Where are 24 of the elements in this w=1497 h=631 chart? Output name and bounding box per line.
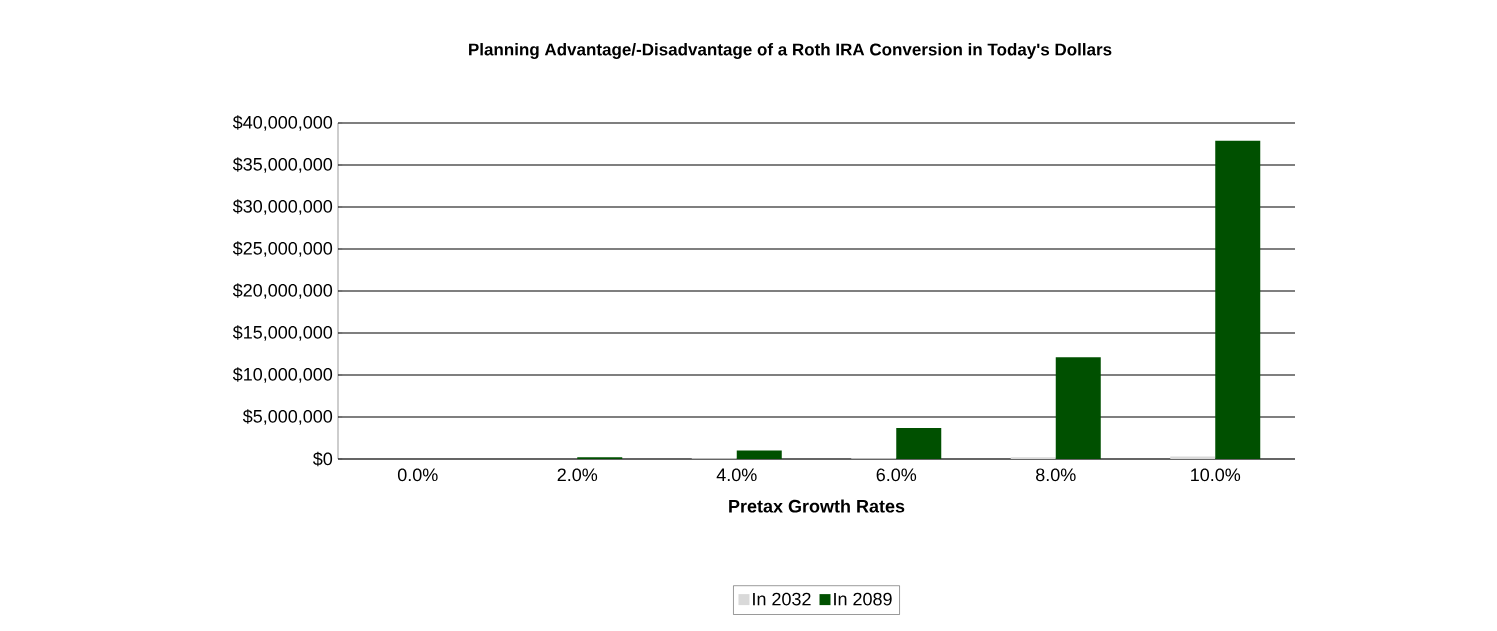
x-tick-label: 4.0% [716,468,757,482]
x-tick-label: 8.0% [1036,468,1076,482]
y-tick-label: $15,000,000 [232,325,333,341]
chart-title: Planning Advantage/-Disadvantage of a Roth IRA Conversion in Today's Dollars [469,43,1112,59]
bar [1055,357,1101,459]
y-tick-label: $10,000,000 [232,367,333,383]
y-tick-label: $30,000,000 [232,199,333,215]
bar [1170,456,1216,459]
x-tick-label: 6.0% [876,468,917,482]
x-tick-label: 0.0% [397,468,438,482]
y-tick-label: $0 [312,451,333,467]
x-tick-label: 2.0% [557,468,598,482]
x-tick-label: 10.0% [1191,468,1241,482]
x-axis-title: Pretax Growth Rates [729,499,905,513]
legend-label: In 2089 [834,592,892,606]
y-tick-label: $35,000,000 [232,157,333,173]
bar [896,427,942,459]
bar [736,450,782,459]
y-tick-label: $5,000,000 [242,409,333,425]
y-tick-label: $25,000,000 [232,241,333,257]
bar [1215,140,1261,459]
y-tick-label: $40,000,000 [232,115,333,131]
y-tick-label: $20,000,000 [232,283,333,299]
legend-label: In 2032 [753,592,811,606]
